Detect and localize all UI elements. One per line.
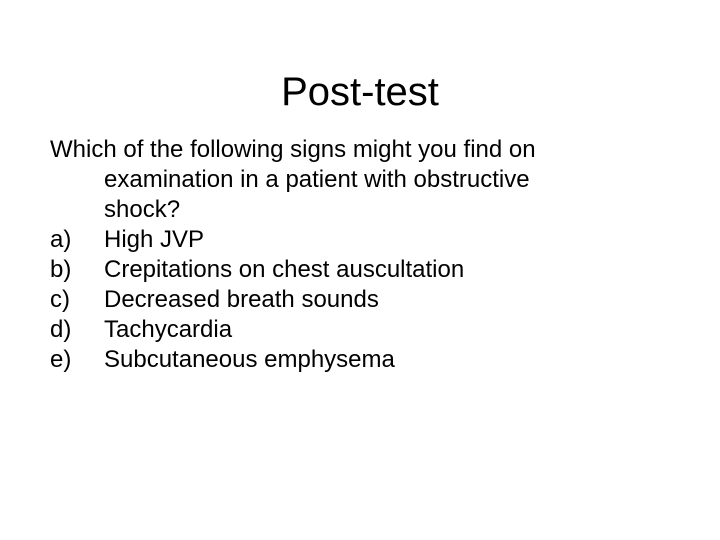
option-text: Decreased breath sounds xyxy=(104,285,670,315)
option-marker: b) xyxy=(50,255,104,285)
option-b: b) Crepitations on chest auscultation xyxy=(50,255,670,285)
option-text: Tachycardia xyxy=(104,315,670,345)
option-marker: a) xyxy=(50,225,104,255)
option-marker: e) xyxy=(50,345,104,375)
slide-body: Which of the following signs might you f… xyxy=(0,135,720,375)
option-marker: c) xyxy=(50,285,104,315)
question-line-2: examination in a patient with obstructiv… xyxy=(104,165,670,195)
option-e: e) Subcutaneous emphysema xyxy=(50,345,670,375)
slide: Post-test Which of the following signs m… xyxy=(0,0,720,540)
option-d: d) Tachycardia xyxy=(50,315,670,345)
option-marker: d) xyxy=(50,315,104,345)
option-c: c) Decreased breath sounds xyxy=(50,285,670,315)
option-text: Subcutaneous emphysema xyxy=(104,345,670,375)
question-stem: Which of the following signs might you f… xyxy=(50,135,670,225)
slide-title: Post-test xyxy=(0,0,720,135)
option-a: a) High JVP xyxy=(50,225,670,255)
question-line-3: shock? xyxy=(104,195,670,225)
option-text: High JVP xyxy=(104,225,670,255)
option-text: Crepitations on chest auscultation xyxy=(104,255,670,285)
question-line-1: Which of the following signs might you f… xyxy=(50,135,670,165)
